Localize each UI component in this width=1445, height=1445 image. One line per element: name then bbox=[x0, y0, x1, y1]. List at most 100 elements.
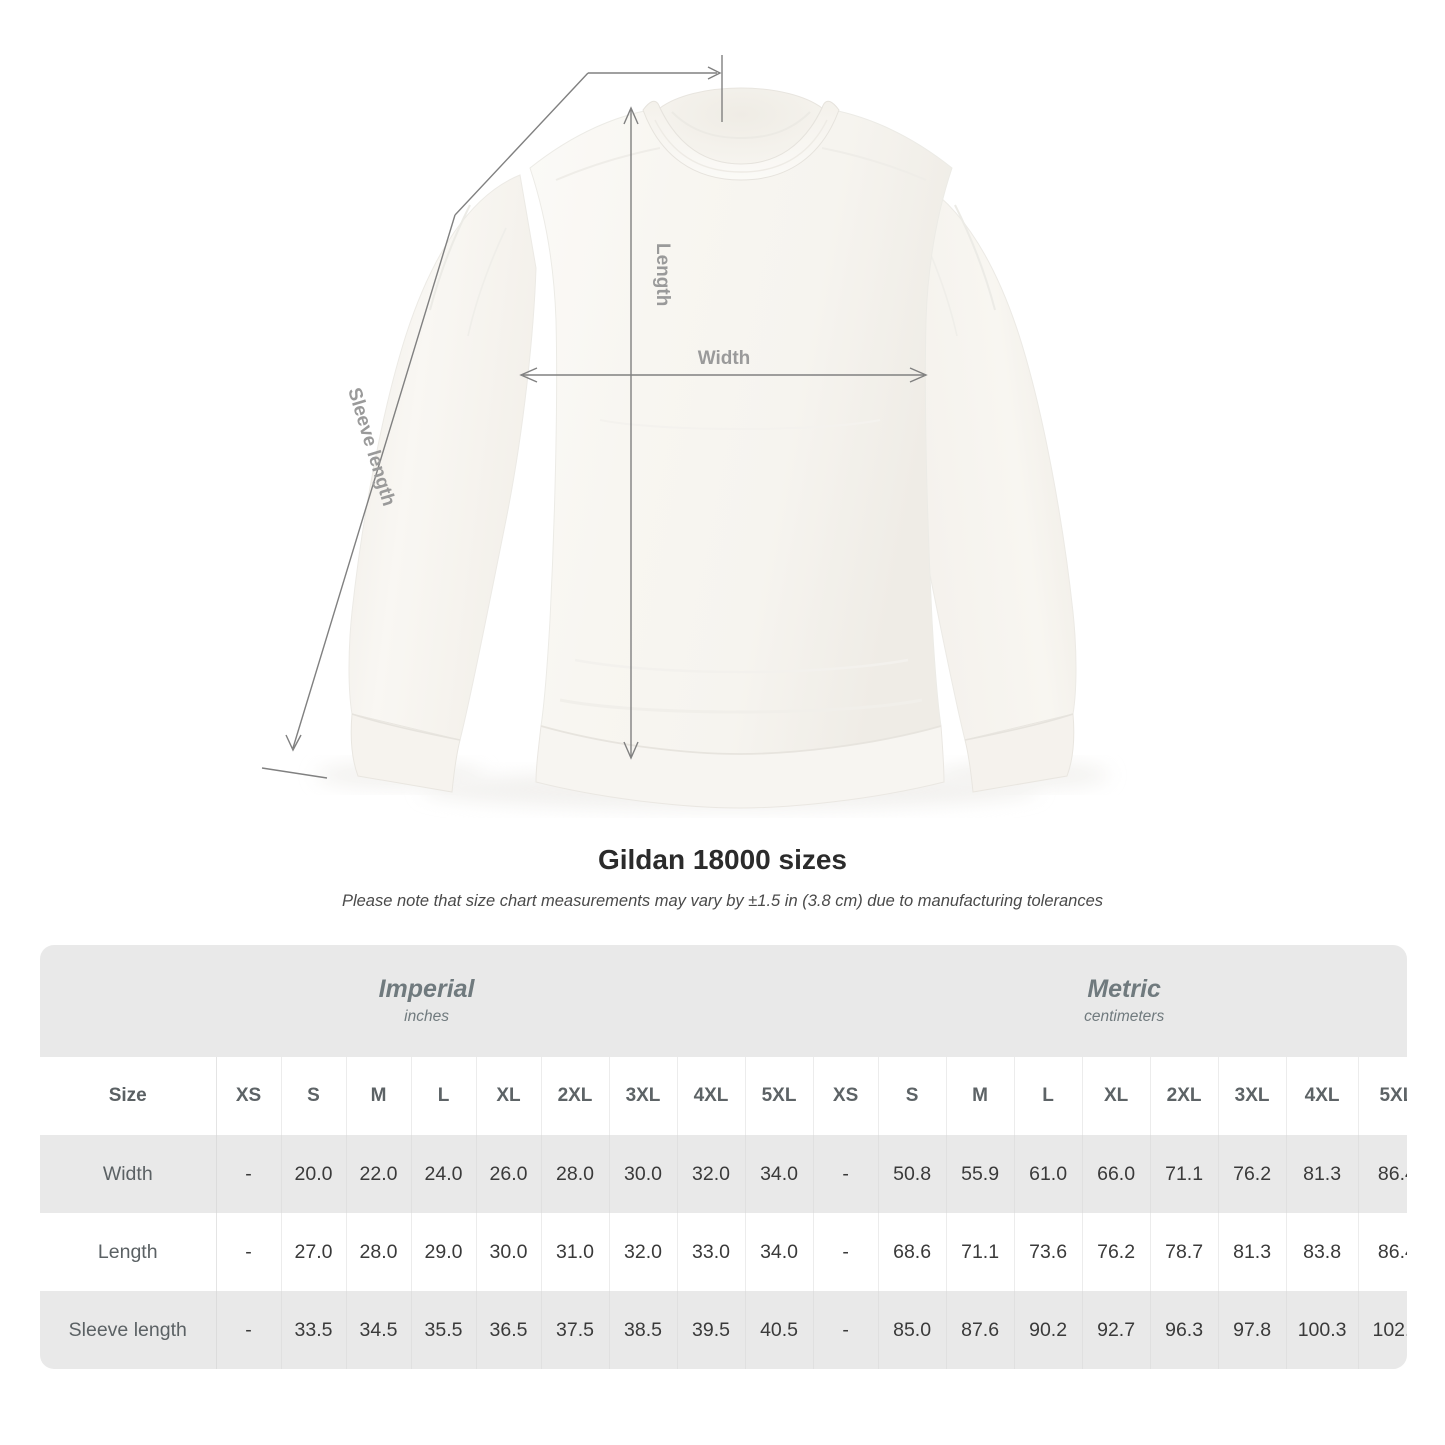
metric-unit-sub: centimeters bbox=[1084, 1008, 1165, 1025]
size-header-metric-0: XS bbox=[813, 1057, 879, 1135]
sweatshirt-diagram: Length Width Sleeve length bbox=[261, 55, 1110, 810]
length-imperial-1: 27.0 bbox=[281, 1213, 347, 1291]
size-header-imperial-6: 3XL bbox=[609, 1057, 678, 1135]
size-header-imperial-2: M bbox=[346, 1057, 412, 1135]
sleeve-metric-3: 90.2 bbox=[1014, 1291, 1083, 1369]
size-header-metric-1: S bbox=[878, 1057, 947, 1135]
length-metric-5: 78.7 bbox=[1150, 1213, 1219, 1291]
width-imperial-5: 28.0 bbox=[541, 1135, 610, 1213]
imperial-unit-sub: inches bbox=[404, 1008, 449, 1025]
length-metric-1: 68.6 bbox=[878, 1213, 947, 1291]
length-imperial-5: 31.0 bbox=[541, 1213, 610, 1291]
size-chart-table: Imperial inches Metric centimeters Size … bbox=[40, 945, 1407, 1369]
imperial-unit-name: Imperial bbox=[378, 975, 475, 1003]
sleeve-imperial-5: 37.5 bbox=[541, 1291, 610, 1369]
width-metric-0: - bbox=[813, 1135, 879, 1213]
size-header-metric-2: M bbox=[946, 1057, 1015, 1135]
size-chart-table-container: Imperial inches Metric centimeters Size … bbox=[40, 945, 1407, 1369]
sleeve-imperial-2: 34.5 bbox=[346, 1291, 412, 1369]
collar bbox=[642, 87, 840, 181]
length-imperial-4: 30.0 bbox=[476, 1213, 542, 1291]
width-imperial-2: 22.0 bbox=[346, 1135, 412, 1213]
size-corner-label: Size bbox=[40, 1057, 217, 1135]
sleeve-metric-8: 102.9 bbox=[1358, 1291, 1407, 1369]
width-metric-1: 50.8 bbox=[878, 1135, 947, 1213]
width-dimension bbox=[519, 367, 928, 383]
length-label: Length bbox=[652, 243, 673, 306]
width-imperial-4: 26.0 bbox=[476, 1135, 542, 1213]
length-metric-0: - bbox=[813, 1213, 879, 1291]
width-metric-5: 71.1 bbox=[1150, 1135, 1219, 1213]
length-imperial-3: 29.0 bbox=[411, 1213, 477, 1291]
width-imperial-7: 32.0 bbox=[677, 1135, 746, 1213]
width-label: Width bbox=[698, 348, 751, 369]
table-row: Width - 20.0 22.0 24.0 26.0 28.0 30.0 32… bbox=[40, 1135, 1407, 1213]
measurement-lines bbox=[261, 55, 928, 779]
unit-banner-row: Imperial inches Metric centimeters bbox=[40, 945, 1407, 1057]
length-imperial-0: - bbox=[216, 1213, 282, 1291]
size-header-metric-7: 4XL bbox=[1286, 1057, 1359, 1135]
width-imperial-3: 24.0 bbox=[411, 1135, 477, 1213]
width-metric-3: 61.0 bbox=[1014, 1135, 1083, 1213]
sleeve-imperial-1: 33.5 bbox=[281, 1291, 347, 1369]
sleeve-imperial-4: 36.5 bbox=[476, 1291, 542, 1369]
size-header-metric-4: XL bbox=[1082, 1057, 1151, 1135]
metric-unit-name: Metric bbox=[1087, 975, 1161, 1003]
size-header-imperial-0: XS bbox=[216, 1057, 282, 1135]
width-imperial-0: - bbox=[216, 1135, 282, 1213]
sleeve-length-dimension bbox=[261, 55, 723, 779]
metric-banner-cell: Metric centimeters bbox=[813, 945, 1407, 1057]
width-imperial-8: 34.0 bbox=[745, 1135, 814, 1213]
row-label-length: Length bbox=[40, 1213, 217, 1291]
length-metric-4: 76.2 bbox=[1082, 1213, 1151, 1291]
width-metric-8: 86.4 bbox=[1358, 1135, 1407, 1213]
size-header-imperial-7: 4XL bbox=[677, 1057, 746, 1135]
right-sleeve bbox=[888, 174, 1077, 793]
size-header-imperial-5: 2XL bbox=[541, 1057, 610, 1135]
length-imperial-6: 32.0 bbox=[609, 1213, 678, 1291]
title-block: Gildan 18000 sizes Please note that size… bbox=[0, 843, 1445, 911]
width-metric-6: 76.2 bbox=[1218, 1135, 1287, 1213]
size-header-imperial-8: 5XL bbox=[745, 1057, 814, 1135]
length-metric-7: 83.8 bbox=[1286, 1213, 1359, 1291]
table-row: Sleeve length - 33.5 34.5 35.5 36.5 37.5… bbox=[40, 1291, 1407, 1369]
width-metric-7: 81.3 bbox=[1286, 1135, 1359, 1213]
length-imperial-2: 28.0 bbox=[346, 1213, 412, 1291]
length-metric-2: 71.1 bbox=[946, 1213, 1015, 1291]
sleeve-metric-0: - bbox=[813, 1291, 879, 1369]
length-metric-3: 73.6 bbox=[1014, 1213, 1083, 1291]
page-title: Gildan 18000 sizes bbox=[597, 844, 848, 875]
length-metric-6: 81.3 bbox=[1218, 1213, 1287, 1291]
width-imperial-6: 30.0 bbox=[609, 1135, 678, 1213]
size-header-imperial-4: XL bbox=[476, 1057, 542, 1135]
sleeve-metric-7: 100.3 bbox=[1286, 1291, 1359, 1369]
row-label-width: Width bbox=[40, 1135, 217, 1213]
sleeve-metric-2: 87.6 bbox=[946, 1291, 1015, 1369]
sleeve-imperial-7: 39.5 bbox=[677, 1291, 746, 1369]
sleeve-metric-4: 92.7 bbox=[1082, 1291, 1151, 1369]
sleeve-imperial-6: 38.5 bbox=[609, 1291, 678, 1369]
sweatshirt-body bbox=[529, 107, 953, 809]
sleeve-metric-6: 97.8 bbox=[1218, 1291, 1287, 1369]
sleeve-imperial-3: 35.5 bbox=[411, 1291, 477, 1369]
length-imperial-7: 33.0 bbox=[677, 1213, 746, 1291]
size-header-imperial-3: L bbox=[411, 1057, 477, 1135]
length-dimension bbox=[623, 106, 639, 760]
size-header-metric-5: 2XL bbox=[1150, 1057, 1219, 1135]
length-metric-8: 86.4 bbox=[1358, 1213, 1407, 1291]
length-imperial-8: 34.0 bbox=[745, 1213, 814, 1291]
width-metric-2: 55.9 bbox=[946, 1135, 1015, 1213]
garment-figure: Length Width Sleeve length bbox=[261, 55, 1110, 810]
row-label-sleeve-length: Sleeve length bbox=[40, 1291, 217, 1369]
sleeve-imperial-0: - bbox=[216, 1291, 282, 1369]
table-row: Length - 27.0 28.0 29.0 30.0 31.0 32.0 3… bbox=[40, 1213, 1407, 1291]
size-header-imperial-1: S bbox=[281, 1057, 347, 1135]
width-metric-4: 66.0 bbox=[1082, 1135, 1151, 1213]
sleeve-metric-5: 96.3 bbox=[1150, 1291, 1219, 1369]
width-imperial-1: 20.0 bbox=[281, 1135, 347, 1213]
size-header-metric-3: L bbox=[1014, 1057, 1083, 1135]
size-header-metric-6: 3XL bbox=[1218, 1057, 1287, 1135]
imperial-banner-cell: Imperial inches bbox=[40, 945, 814, 1057]
tolerance-note: Please note that size chart measurements… bbox=[341, 892, 1104, 910]
left-sleeve bbox=[348, 174, 537, 793]
